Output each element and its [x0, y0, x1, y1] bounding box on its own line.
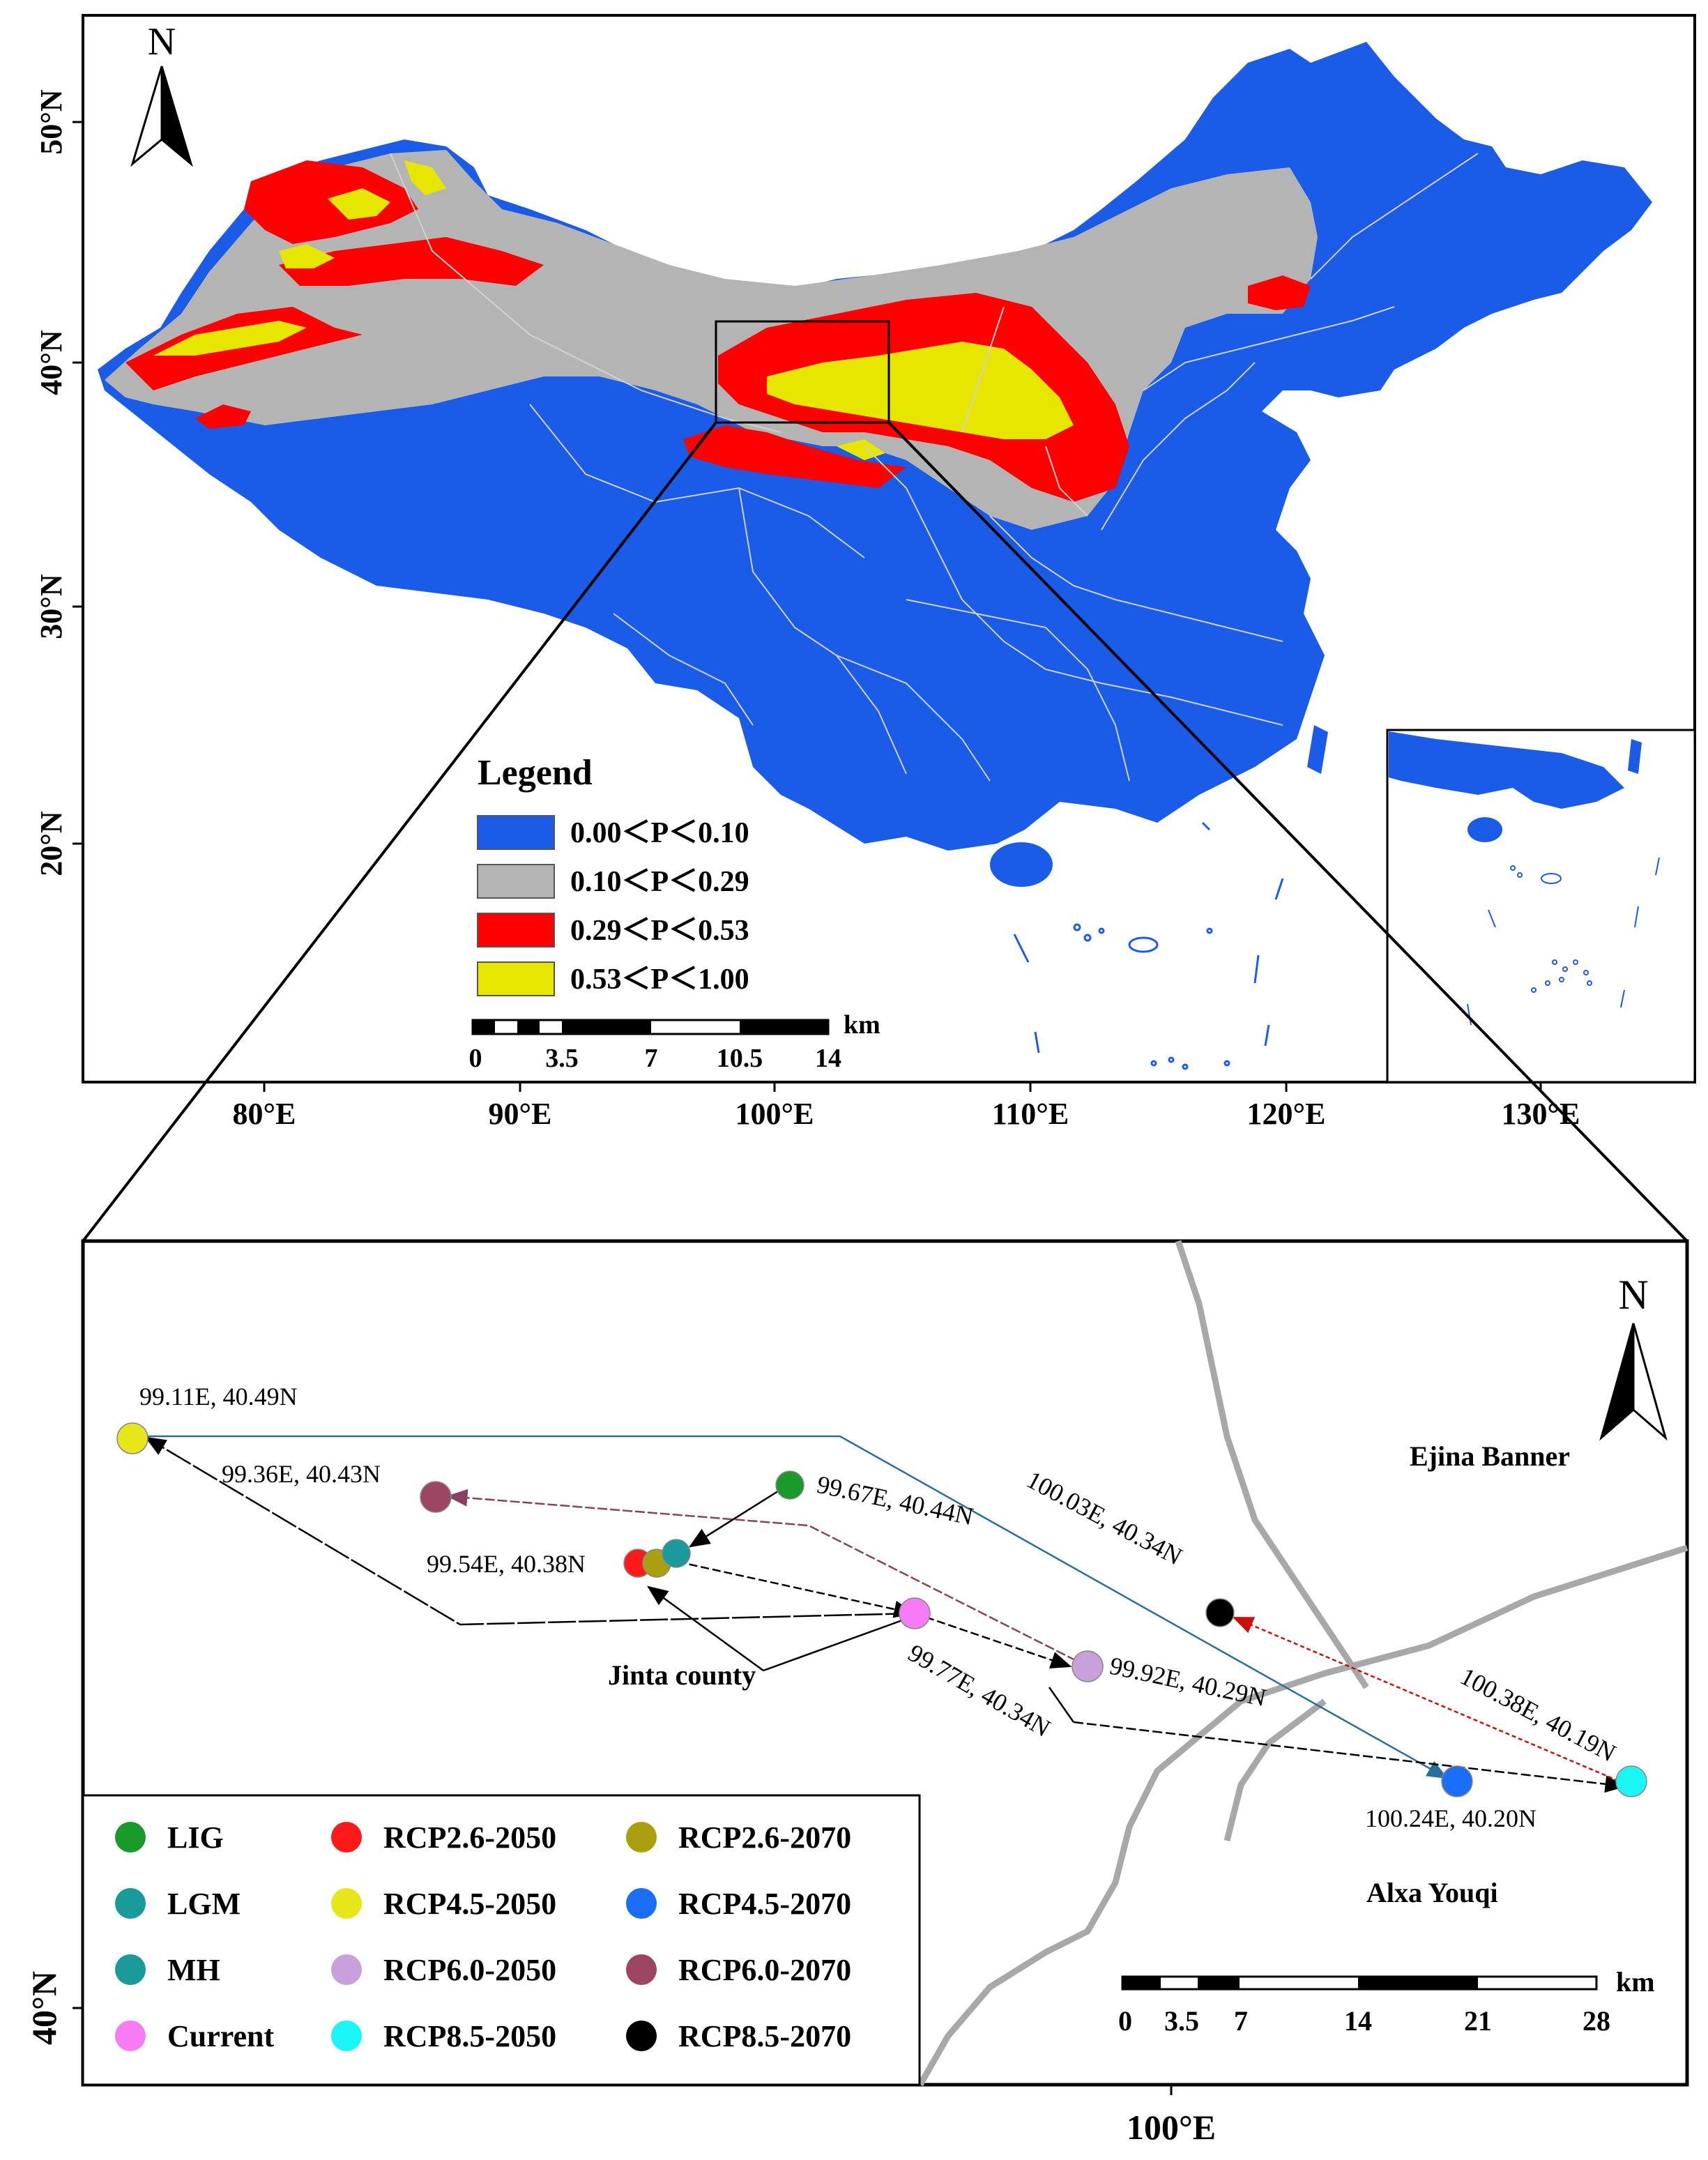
svg-text:0: 0 — [469, 1044, 482, 1073]
detail-lat-label: 40°N — [24, 1971, 63, 2045]
legend-title: Legend — [478, 753, 593, 793]
svg-text:80°E: 80°E — [233, 1097, 296, 1131]
sea-islets — [1013, 821, 1284, 1070]
point-current — [899, 1597, 931, 1629]
south-china-sea-inset — [1386, 729, 1696, 1083]
legend-rcp45-2070: RCP4.5-2070 — [678, 1887, 851, 1921]
svg-text:110°E: 110°E — [992, 1097, 1069, 1131]
svg-text:0: 0 — [1118, 2005, 1132, 2037]
svg-text:N: N — [1618, 1272, 1648, 1318]
legend-item-1: 0.10＜P＜0.29 — [477, 864, 749, 899]
detail-map: 99.11E, 40.49N 99.36E, 40.43N 99.67E, 40… — [24, 1239, 1689, 2147]
detail-legend: LIG RCP2.6-2050 RCP2.6-2070 LGM RCP4.5-2… — [82, 1794, 921, 2086]
svg-text:14: 14 — [815, 1044, 841, 1073]
svg-text:28: 28 — [1583, 2005, 1610, 2037]
svg-text:0.29＜P＜0.53: 0.29＜P＜0.53 — [570, 915, 749, 947]
legend-lig: LIG — [167, 1820, 224, 1855]
legend-rcp45-2050: RCP4.5-2050 — [383, 1887, 556, 1921]
point-rcp60-2070 — [420, 1481, 452, 1513]
coord-label-rcp45-2050: 99.11E, 40.49N — [139, 1383, 298, 1410]
focus-region-box — [715, 320, 890, 424]
svg-text:0.00＜P＜0.10: 0.00＜P＜0.10 — [570, 817, 749, 849]
north-arrow-icon: N — [1599, 1272, 1668, 1441]
legend-rcp60-2070: RCP6.0-2070 — [678, 1953, 851, 1987]
legend-rcp26-2050: RCP2.6-2050 — [383, 1820, 556, 1855]
trajectory-lines — [132, 1435, 1632, 1793]
legend-rcp60-2050: RCP6.0-2050 — [383, 1953, 556, 1987]
coord-label-rcp45-2070: 100.24E, 40.20N — [1365, 1804, 1537, 1832]
detail-lon-label: 100°E — [1127, 2108, 1216, 2147]
top-ticks — [73, 121, 1542, 1092]
svg-text:130°E: 130°E — [1502, 1097, 1580, 1131]
svg-text:100°E: 100°E — [735, 1097, 814, 1131]
svg-text:7: 7 — [645, 1044, 658, 1073]
svg-text:10.5: 10.5 — [717, 1044, 763, 1073]
svg-text:50°N: 50°N — [34, 89, 68, 155]
legend-rcp85-2070: RCP8.5-2070 — [678, 2019, 851, 2053]
place-jinta-county: Jinta county — [608, 1659, 756, 1691]
legend-rcp26-2070: RCP2.6-2070 — [678, 1820, 851, 1855]
svg-text:21: 21 — [1464, 2005, 1492, 2037]
north-arrow-icon: N — [130, 20, 193, 167]
coord-label-rcp26-2050: 99.54E, 40.38N — [427, 1550, 586, 1578]
top-lon-labels: 80°E 90°E 100°E 110°E 120°E 130°E — [233, 1097, 1580, 1131]
top-scale-bar: km 0 3.5 7 10.5 14 — [469, 1010, 880, 1073]
svg-text:3.5: 3.5 — [1164, 2005, 1199, 2037]
svg-text:20°N: 20°N — [34, 811, 68, 876]
legend-mh: MH — [167, 1953, 220, 1987]
svg-text:0.53＜P＜1.00: 0.53＜P＜1.00 — [570, 964, 749, 996]
place-ejina-banner: Ejina Banner — [1410, 1440, 1570, 1472]
point-rcp85-2050 — [1615, 1765, 1647, 1797]
legend-item-2: 0.29＜P＜0.53 — [477, 913, 749, 948]
legend-current: Current — [167, 2019, 275, 2053]
svg-text:14: 14 — [1344, 2005, 1372, 2037]
top-legend: Legend 0.00＜P＜0.10 0.10＜P＜0.29 0.29＜P＜0.… — [477, 753, 749, 996]
point-rcp45-2050 — [116, 1422, 148, 1454]
province-boundaries — [390, 153, 1479, 782]
point-rcp60-2050 — [1072, 1650, 1104, 1682]
china-map — [98, 42, 1652, 1070]
point-mh — [662, 1539, 691, 1568]
yellow-zone — [153, 160, 1074, 460]
point-rcp45-2070 — [1441, 1765, 1473, 1797]
county-boundaries — [917, 1240, 1688, 2087]
place-alxa-youqi: Alxa Youqi — [1366, 1877, 1498, 1908]
zoom-connectors — [82, 421, 1688, 1242]
svg-text:90°E: 90°E — [489, 1097, 552, 1131]
legend-rcp85-2050: RCP8.5-2050 — [383, 2019, 556, 2053]
coord-label-rcp60-2070: 99.36E, 40.43N — [222, 1460, 381, 1488]
legend-item-0: 0.00＜P＜0.10 — [477, 815, 749, 850]
top-lat-labels: 50°N 40°N 30°N 20°N — [34, 89, 68, 876]
hainan-island — [990, 842, 1053, 887]
svg-text:3.5: 3.5 — [545, 1044, 579, 1073]
svg-text:7: 7 — [1234, 2005, 1248, 2037]
svg-text:30°N: 30°N — [34, 574, 68, 639]
svg-text:40°N: 40°N — [34, 330, 68, 395]
point-lig — [775, 1470, 805, 1500]
top-map: N 50°N 40°N 30°N 20°N 80°E 90°E 100°E 11… — [34, 14, 1696, 1131]
point-rcp85-2070 — [1205, 1598, 1235, 1627]
svg-text:km: km — [1616, 1966, 1655, 1998]
legend-item-3: 0.53＜P＜1.00 — [477, 961, 749, 996]
trajectory-points — [116, 1422, 1647, 1797]
legend-lgm: LGM — [167, 1887, 241, 1921]
svg-text:N: N — [148, 20, 176, 63]
detail-scale-bar: km 0 3.5 7 14 21 28 — [1118, 1966, 1655, 2037]
svg-text:120°E: 120°E — [1247, 1097, 1326, 1131]
svg-text:0.10＜P＜0.29: 0.10＜P＜0.29 — [570, 866, 749, 898]
svg-text:km: km — [844, 1010, 880, 1040]
taiwan-island — [1307, 725, 1328, 774]
place-names: Ejina Banner Jinta county Alxa Youqi — [608, 1440, 1570, 1908]
